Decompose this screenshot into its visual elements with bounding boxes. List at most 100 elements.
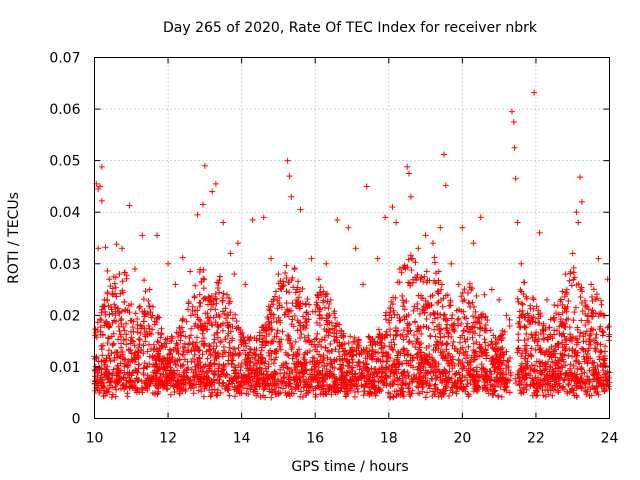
data-point [587, 355, 594, 362]
data-point [106, 382, 113, 389]
data-point-outlier [503, 312, 510, 319]
data-point [385, 317, 392, 324]
data-point [599, 332, 606, 339]
data-point [418, 359, 425, 366]
data-point [597, 297, 604, 304]
data-point [478, 349, 485, 356]
data-point [535, 307, 542, 314]
data-point-outlier [172, 281, 179, 288]
data-point [106, 311, 113, 318]
data-point [102, 308, 109, 315]
data-point [253, 346, 260, 353]
data-point [406, 280, 413, 287]
data-point [94, 319, 101, 326]
data-point [367, 389, 374, 396]
data-point [424, 389, 431, 396]
data-point [212, 290, 219, 297]
data-point [449, 312, 456, 319]
data-point [488, 338, 495, 345]
data-point [427, 311, 434, 318]
data-point [389, 394, 396, 401]
data-point [561, 293, 568, 300]
data-point [528, 345, 535, 352]
data-point [187, 332, 194, 339]
data-point [435, 299, 442, 306]
data-point [411, 371, 418, 378]
data-point [550, 386, 557, 393]
data-point [146, 341, 153, 348]
data-point [121, 369, 128, 376]
data-point [568, 282, 575, 289]
data-point [445, 360, 452, 367]
data-point [367, 342, 374, 349]
data-point [92, 326, 99, 333]
data-point [490, 392, 497, 399]
data-point [403, 333, 410, 340]
data-point [96, 364, 103, 371]
data-point [146, 325, 153, 332]
data-point [168, 347, 175, 354]
data-point [225, 330, 232, 337]
data-point [462, 374, 469, 381]
data-point [326, 373, 333, 380]
data-point [355, 377, 362, 384]
data-point [446, 368, 453, 375]
data-point [113, 365, 120, 372]
data-point [491, 364, 498, 371]
data-point-outlier [573, 209, 580, 216]
data-point [274, 327, 281, 334]
data-point [262, 381, 269, 388]
data-point [387, 393, 394, 400]
data-point [317, 284, 324, 291]
data-point [566, 346, 573, 353]
data-point [248, 370, 255, 377]
data-point [160, 356, 167, 363]
data-point [235, 374, 242, 381]
data-point [297, 377, 304, 384]
data-point [217, 389, 224, 396]
data-point [163, 340, 170, 347]
data-point [149, 303, 156, 310]
y-axis-label: ROTI / TECUs [6, 192, 22, 284]
data-point [491, 383, 498, 390]
data-point [400, 369, 407, 376]
data-point [214, 334, 221, 341]
data-point [204, 326, 211, 333]
data-point [394, 374, 401, 381]
data-point-outlier [429, 240, 436, 247]
data-point [111, 301, 118, 308]
data-point [515, 337, 522, 344]
data-point [94, 369, 101, 376]
data-point [409, 279, 416, 286]
data-point [108, 350, 115, 357]
data-point [429, 319, 436, 326]
data-point [578, 345, 585, 352]
data-point [319, 375, 326, 382]
chart-title: Day 265 of 2020, Rate Of TEC Index for r… [163, 20, 538, 36]
data-point [137, 330, 144, 337]
data-point [155, 356, 162, 363]
data-point [567, 331, 574, 338]
data-point [489, 355, 496, 362]
data-point [138, 325, 145, 332]
data-point [103, 388, 110, 395]
data-point [286, 313, 293, 320]
data-point [303, 367, 310, 374]
data-point-outlier [345, 224, 352, 231]
data-point [390, 307, 397, 314]
data-point [459, 289, 466, 296]
data-point [418, 340, 425, 347]
data-point [285, 365, 292, 372]
data-point [534, 315, 541, 322]
data-point [123, 341, 130, 348]
data-point-outlier [562, 271, 569, 278]
data-point [166, 346, 173, 353]
data-point [143, 328, 150, 335]
data-point [581, 369, 588, 376]
data-point [530, 296, 537, 303]
data-point [183, 318, 190, 325]
data-point [369, 356, 376, 363]
data-point [421, 273, 428, 280]
data-point-outlier [323, 260, 330, 267]
data-point [301, 356, 308, 363]
